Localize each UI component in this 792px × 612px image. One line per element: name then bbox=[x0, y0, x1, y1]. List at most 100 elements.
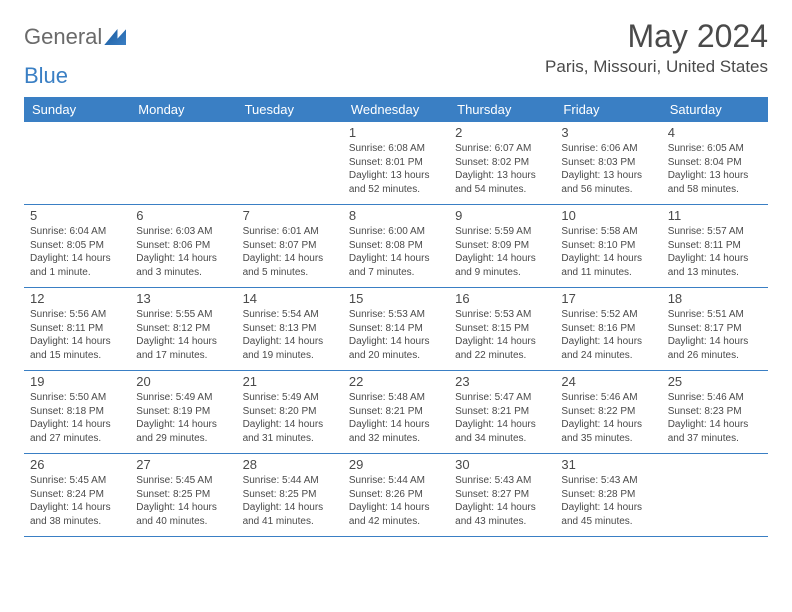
day-number: 23 bbox=[455, 374, 549, 389]
sunrise-text: Sunrise: 6:05 AM bbox=[668, 142, 762, 156]
daylight1-text: Daylight: 14 hours bbox=[455, 501, 549, 515]
sunrise-text: Sunrise: 5:43 AM bbox=[455, 474, 549, 488]
title-block: May 2024 Paris, Missouri, United States bbox=[545, 18, 768, 77]
week-row: 12Sunrise: 5:56 AMSunset: 8:11 PMDayligh… bbox=[24, 288, 768, 371]
day-number: 20 bbox=[136, 374, 230, 389]
brand-logo: General bbox=[24, 18, 126, 50]
daylight2-text: and 32 minutes. bbox=[349, 432, 443, 446]
day-number: 9 bbox=[455, 208, 549, 223]
daylight2-text: and 43 minutes. bbox=[455, 515, 549, 529]
daylight1-text: Daylight: 14 hours bbox=[561, 501, 655, 515]
daylight2-text: and 29 minutes. bbox=[136, 432, 230, 446]
empty-cell bbox=[237, 122, 343, 204]
daylight1-text: Daylight: 14 hours bbox=[349, 418, 443, 432]
day-cell: 11Sunrise: 5:57 AMSunset: 8:11 PMDayligh… bbox=[662, 205, 768, 287]
day-cell: 5Sunrise: 6:04 AMSunset: 8:05 PMDaylight… bbox=[24, 205, 130, 287]
sunset-text: Sunset: 8:17 PM bbox=[668, 322, 762, 336]
sunset-text: Sunset: 8:19 PM bbox=[136, 405, 230, 419]
sunrise-text: Sunrise: 5:45 AM bbox=[30, 474, 124, 488]
day-cell: 22Sunrise: 5:48 AMSunset: 8:21 PMDayligh… bbox=[343, 371, 449, 453]
daylight2-text: and 37 minutes. bbox=[668, 432, 762, 446]
day-header-row: Sunday Monday Tuesday Wednesday Thursday… bbox=[24, 97, 768, 122]
daylight2-text: and 13 minutes. bbox=[668, 266, 762, 280]
day-cell: 2Sunrise: 6:07 AMSunset: 8:02 PMDaylight… bbox=[449, 122, 555, 204]
daylight2-text: and 26 minutes. bbox=[668, 349, 762, 363]
day-cell: 8Sunrise: 6:00 AMSunset: 8:08 PMDaylight… bbox=[343, 205, 449, 287]
daylight1-text: Daylight: 14 hours bbox=[243, 252, 337, 266]
day-cell: 30Sunrise: 5:43 AMSunset: 8:27 PMDayligh… bbox=[449, 454, 555, 536]
daylight2-text: and 11 minutes. bbox=[561, 266, 655, 280]
daylight2-text: and 42 minutes. bbox=[349, 515, 443, 529]
daylight2-text: and 40 minutes. bbox=[136, 515, 230, 529]
sunrise-text: Sunrise: 5:46 AM bbox=[668, 391, 762, 405]
daylight2-text: and 17 minutes. bbox=[136, 349, 230, 363]
daylight1-text: Daylight: 13 hours bbox=[668, 169, 762, 183]
day-cell: 4Sunrise: 6:05 AMSunset: 8:04 PMDaylight… bbox=[662, 122, 768, 204]
sunset-text: Sunset: 8:23 PM bbox=[668, 405, 762, 419]
daylight1-text: Daylight: 14 hours bbox=[455, 252, 549, 266]
calendar: Sunday Monday Tuesday Wednesday Thursday… bbox=[24, 97, 768, 537]
daylight1-text: Daylight: 13 hours bbox=[349, 169, 443, 183]
day-cell: 17Sunrise: 5:52 AMSunset: 8:16 PMDayligh… bbox=[555, 288, 661, 370]
daylight1-text: Daylight: 14 hours bbox=[668, 335, 762, 349]
daylight2-text: and 20 minutes. bbox=[349, 349, 443, 363]
daylight1-text: Daylight: 14 hours bbox=[30, 418, 124, 432]
day-number: 11 bbox=[668, 208, 762, 223]
day-header-fri: Friday bbox=[555, 97, 661, 122]
sunrise-text: Sunrise: 6:03 AM bbox=[136, 225, 230, 239]
sunrise-text: Sunrise: 6:01 AM bbox=[243, 225, 337, 239]
day-cell: 24Sunrise: 5:46 AMSunset: 8:22 PMDayligh… bbox=[555, 371, 661, 453]
day-number: 17 bbox=[561, 291, 655, 306]
daylight2-text: and 35 minutes. bbox=[561, 432, 655, 446]
daylight2-text: and 58 minutes. bbox=[668, 183, 762, 197]
daylight1-text: Daylight: 14 hours bbox=[561, 335, 655, 349]
sunrise-text: Sunrise: 5:54 AM bbox=[243, 308, 337, 322]
day-number: 18 bbox=[668, 291, 762, 306]
sunset-text: Sunset: 8:02 PM bbox=[455, 156, 549, 170]
sunrise-text: Sunrise: 5:58 AM bbox=[561, 225, 655, 239]
day-number: 28 bbox=[243, 457, 337, 472]
sunset-text: Sunset: 8:05 PM bbox=[30, 239, 124, 253]
daylight2-text: and 9 minutes. bbox=[455, 266, 549, 280]
sunset-text: Sunset: 8:11 PM bbox=[668, 239, 762, 253]
sunrise-text: Sunrise: 5:53 AM bbox=[455, 308, 549, 322]
day-cell: 1Sunrise: 6:08 AMSunset: 8:01 PMDaylight… bbox=[343, 122, 449, 204]
brand-sail-icon bbox=[104, 29, 126, 45]
sunrise-text: Sunrise: 5:51 AM bbox=[668, 308, 762, 322]
sunset-text: Sunset: 8:22 PM bbox=[561, 405, 655, 419]
day-cell: 12Sunrise: 5:56 AMSunset: 8:11 PMDayligh… bbox=[24, 288, 130, 370]
day-number: 24 bbox=[561, 374, 655, 389]
daylight1-text: Daylight: 14 hours bbox=[243, 501, 337, 515]
sunrise-text: Sunrise: 5:45 AM bbox=[136, 474, 230, 488]
day-number: 21 bbox=[243, 374, 337, 389]
empty-cell bbox=[24, 122, 130, 204]
day-header-wed: Wednesday bbox=[343, 97, 449, 122]
brand-word2: Blue bbox=[24, 63, 68, 89]
sunrise-text: Sunrise: 5:49 AM bbox=[243, 391, 337, 405]
sunset-text: Sunset: 8:07 PM bbox=[243, 239, 337, 253]
daylight2-text: and 41 minutes. bbox=[243, 515, 337, 529]
day-header-mon: Monday bbox=[130, 97, 236, 122]
sunrise-text: Sunrise: 5:57 AM bbox=[668, 225, 762, 239]
daylight2-text: and 24 minutes. bbox=[561, 349, 655, 363]
day-number: 16 bbox=[455, 291, 549, 306]
day-cell: 6Sunrise: 6:03 AMSunset: 8:06 PMDaylight… bbox=[130, 205, 236, 287]
daylight2-text: and 15 minutes. bbox=[30, 349, 124, 363]
sunrise-text: Sunrise: 6:04 AM bbox=[30, 225, 124, 239]
daylight2-text: and 1 minute. bbox=[30, 266, 124, 280]
sunrise-text: Sunrise: 5:59 AM bbox=[455, 225, 549, 239]
day-cell: 25Sunrise: 5:46 AMSunset: 8:23 PMDayligh… bbox=[662, 371, 768, 453]
day-number: 19 bbox=[30, 374, 124, 389]
day-cell: 23Sunrise: 5:47 AMSunset: 8:21 PMDayligh… bbox=[449, 371, 555, 453]
sunset-text: Sunset: 8:12 PM bbox=[136, 322, 230, 336]
sunset-text: Sunset: 8:15 PM bbox=[455, 322, 549, 336]
daylight2-text: and 38 minutes. bbox=[30, 515, 124, 529]
week-row: 19Sunrise: 5:50 AMSunset: 8:18 PMDayligh… bbox=[24, 371, 768, 454]
sunset-text: Sunset: 8:14 PM bbox=[349, 322, 443, 336]
daylight2-text: and 27 minutes. bbox=[30, 432, 124, 446]
sunset-text: Sunset: 8:09 PM bbox=[455, 239, 549, 253]
day-cell: 13Sunrise: 5:55 AMSunset: 8:12 PMDayligh… bbox=[130, 288, 236, 370]
sunset-text: Sunset: 8:24 PM bbox=[30, 488, 124, 502]
sunrise-text: Sunrise: 5:52 AM bbox=[561, 308, 655, 322]
daylight1-text: Daylight: 14 hours bbox=[30, 501, 124, 515]
